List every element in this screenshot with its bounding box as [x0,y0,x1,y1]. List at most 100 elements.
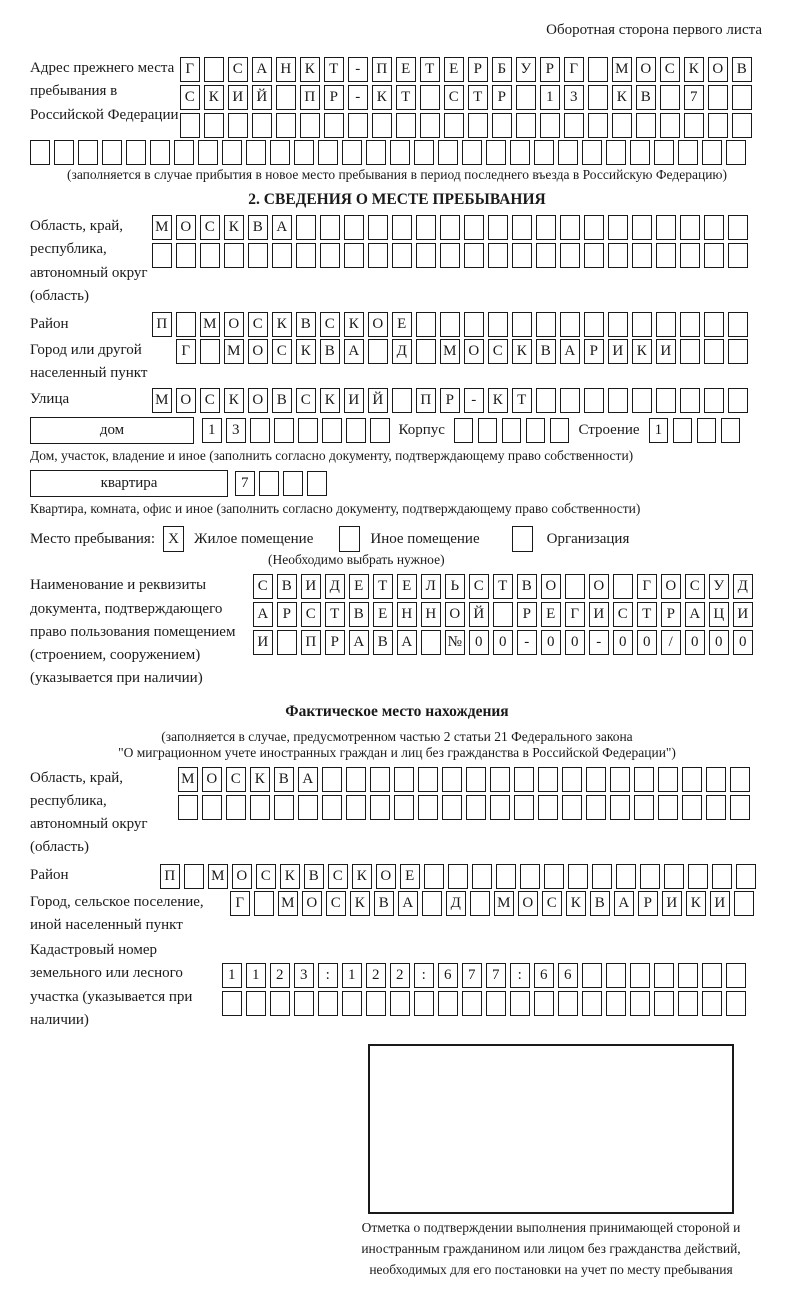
char-box[interactable] [318,140,338,165]
char-box[interactable] [658,794,678,820]
char-box[interactable] [228,113,248,138]
char-box[interactable]: М [152,387,172,413]
char-box[interactable] [274,417,294,443]
char-box[interactable] [704,387,724,413]
char-box[interactable]: А [252,57,272,82]
char-box[interactable] [368,243,388,268]
char-box[interactable] [486,140,506,165]
char-box[interactable]: К [632,339,652,364]
char-box[interactable] [560,243,580,268]
char-box[interactable] [656,215,676,240]
char-box[interactable]: Р [468,57,488,82]
char-box[interactable]: О [224,312,244,337]
char-box[interactable]: Д [392,339,412,364]
char-box[interactable] [664,863,684,889]
char-box[interactable] [470,890,490,916]
char-box[interactable]: В [732,57,752,82]
char-box[interactable]: О [232,863,252,889]
char-box[interactable] [464,243,484,268]
char-box[interactable]: О [589,574,609,600]
char-box[interactable]: О [202,766,222,792]
char-box[interactable] [516,113,536,138]
char-box[interactable]: Ь [445,574,465,600]
checkbox-inoe[interactable] [339,526,361,553]
char-box[interactable]: С [228,57,248,82]
checkbox-organizatsiya[interactable] [511,526,533,553]
char-box[interactable] [272,243,292,268]
char-box[interactable] [520,863,540,889]
char-box[interactable] [534,140,554,165]
char-box[interactable] [582,140,602,165]
char-box[interactable] [477,417,498,443]
char-box[interactable]: К [612,85,632,110]
char-box[interactable] [565,574,585,600]
char-box[interactable]: С [326,890,346,916]
char-box[interactable]: 7 [486,963,506,989]
char-box[interactable]: В [374,890,394,916]
char-box[interactable] [680,243,700,268]
char-box[interactable] [658,766,678,792]
char-box[interactable] [534,991,554,1017]
char-box[interactable]: В [349,602,369,628]
char-box[interactable]: С [613,602,633,628]
char-box[interactable]: В [304,863,324,889]
char-box[interactable] [488,312,508,337]
char-box[interactable] [346,766,366,792]
char-box[interactable] [198,140,218,165]
char-box[interactable] [608,215,628,240]
char-box[interactable] [730,766,750,792]
char-box[interactable] [540,113,560,138]
char-box[interactable]: Е [444,57,464,82]
char-box[interactable] [654,991,674,1017]
char-box[interactable]: У [516,57,536,82]
char-box[interactable] [720,417,741,443]
char-box[interactable] [608,312,628,337]
char-box[interactable] [392,215,412,240]
char-box[interactable] [616,863,636,889]
char-box[interactable]: 1 [222,963,242,989]
char-box[interactable]: Р [325,630,345,656]
char-box[interactable]: М [440,339,460,364]
char-box[interactable] [708,113,728,138]
char-box[interactable] [586,794,606,820]
char-box[interactable] [30,140,50,165]
char-box[interactable]: С [180,85,200,110]
char-box[interactable]: Т [420,57,440,82]
char-box[interactable] [560,312,580,337]
char-box[interactable] [180,113,200,138]
char-box[interactable]: 0 [469,630,489,656]
char-box[interactable] [536,387,556,413]
char-box[interactable] [525,417,546,443]
char-box[interactable] [702,991,722,1017]
char-box[interactable] [608,243,628,268]
char-box[interactable] [150,140,170,165]
char-box[interactable] [512,312,532,337]
char-box[interactable] [440,243,460,268]
char-box[interactable]: Т [637,602,657,628]
char-box[interactable] [420,85,440,110]
char-box[interactable]: И [228,85,248,110]
char-box[interactable] [274,794,294,820]
char-box[interactable]: В [248,215,268,240]
char-box[interactable]: С [685,574,705,600]
char-box[interactable] [453,417,474,443]
char-box[interactable]: С [200,215,220,240]
char-box[interactable] [300,113,320,138]
char-box[interactable] [394,766,414,792]
char-box[interactable]: 0 [565,630,585,656]
char-box[interactable]: К [300,57,320,82]
char-box[interactable] [298,794,318,820]
char-box[interactable] [496,863,516,889]
char-box[interactable] [344,215,364,240]
char-box[interactable] [630,140,650,165]
char-box[interactable] [730,794,750,820]
char-box[interactable]: О [176,215,196,240]
char-box[interactable]: В [636,85,656,110]
char-box[interactable] [416,312,436,337]
char-box[interactable]: Н [397,602,417,628]
char-box[interactable] [492,113,512,138]
char-box[interactable]: К [272,312,292,337]
char-box[interactable] [324,113,344,138]
char-box[interactable]: Е [397,574,417,600]
char-box[interactable]: П [300,85,320,110]
